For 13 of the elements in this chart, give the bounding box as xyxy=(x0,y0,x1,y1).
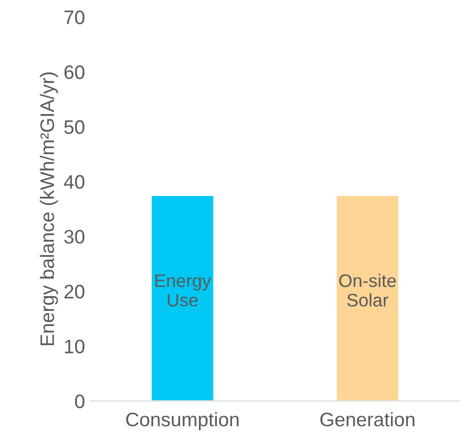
y-tick-label: 40 xyxy=(64,175,84,189)
y-axis-title: Energy balance (kWh/m²GIA/yr) xyxy=(40,72,58,346)
y-tick-label: 0 xyxy=(75,394,84,408)
series-label: Energy Use xyxy=(155,274,212,307)
series-label: On-site Solar xyxy=(339,274,396,307)
y-tick-label: 30 xyxy=(64,230,84,244)
y-tick-label: 60 xyxy=(64,65,84,80)
y-tick-label: 50 xyxy=(64,120,84,134)
x-tick-label: Generation xyxy=(320,412,414,426)
x-tick-label: Consumption xyxy=(126,412,239,430)
y-tick-label: 10 xyxy=(64,340,84,354)
y-tick-label: 20 xyxy=(64,284,84,299)
y-tick-label: 70 xyxy=(64,10,84,24)
